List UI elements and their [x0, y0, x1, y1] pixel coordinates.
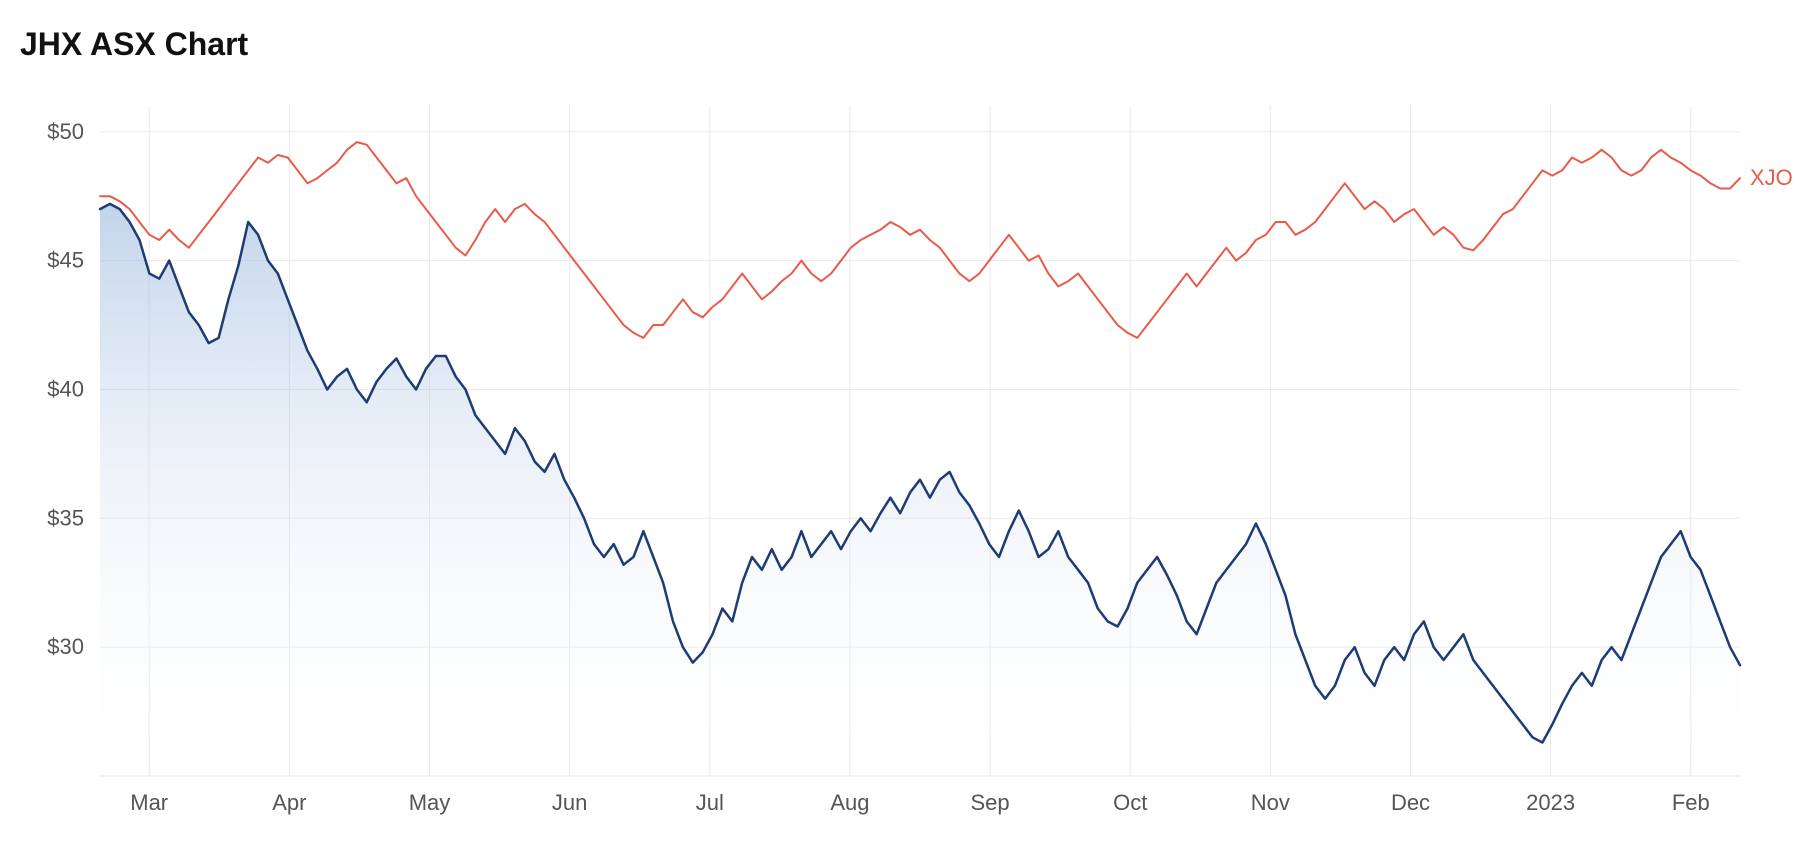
x-tick-label: 2023 — [1526, 790, 1575, 815]
x-tick-label: Feb — [1672, 790, 1710, 815]
x-tick-label: Sep — [970, 790, 1009, 815]
series-jhx-area — [100, 204, 1740, 776]
series-xjo-label: XJO — [1750, 165, 1793, 190]
y-tick-label: $40 — [47, 376, 84, 401]
x-tick-label: Jul — [696, 790, 724, 815]
x-tick-label: Dec — [1391, 790, 1430, 815]
x-tick-label: Mar — [130, 790, 168, 815]
y-tick-label: $35 — [47, 505, 84, 530]
x-tick-label: Nov — [1251, 790, 1290, 815]
x-tick-label: Oct — [1113, 790, 1147, 815]
x-tick-label: Aug — [830, 790, 869, 815]
y-tick-label: $50 — [47, 119, 84, 144]
x-tick-label: Apr — [272, 790, 306, 815]
stock-chart: $30 $35 $40 $45 $50 Mar Apr May Jun Jul Aug Sep Oct N… — [20, 96, 1800, 836]
x-tick-label: Jun — [552, 790, 587, 815]
series-xjo-line — [100, 142, 1740, 338]
chart-area: $30 $35 $40 $45 $50 Mar Apr May Jun Jul Aug Sep Oct N… — [20, 96, 1800, 836]
chart-title: JHX ASX Chart — [20, 26, 1800, 63]
y-tick-label: $30 — [47, 634, 84, 659]
x-tick-label: May — [409, 790, 451, 815]
y-tick-label: $45 — [47, 248, 84, 273]
